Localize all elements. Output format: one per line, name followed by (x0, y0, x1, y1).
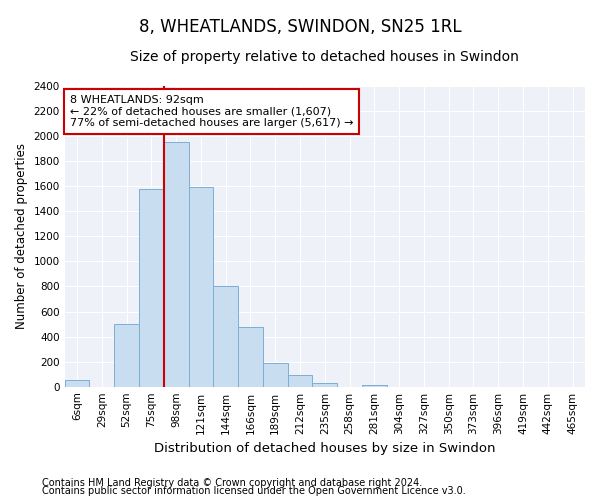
X-axis label: Distribution of detached houses by size in Swindon: Distribution of detached houses by size … (154, 442, 496, 455)
Bar (287, 376, 313, 386)
Bar (313, 383, 337, 386)
Text: Contains public sector information licensed under the Open Government Licence v3: Contains public sector information licen… (42, 486, 466, 496)
Text: 8, WHEATLANDS, SWINDON, SN25 1RL: 8, WHEATLANDS, SWINDON, SN25 1RL (139, 18, 461, 36)
Bar (188, 188, 214, 386)
Bar (164, 142, 188, 386)
Y-axis label: Number of detached properties: Number of detached properties (15, 144, 28, 330)
Bar (139, 188, 164, 386)
Text: 8 WHEATLANDS: 92sqm
← 22% of detached houses are smaller (1,607)
77% of semi-det: 8 WHEATLANDS: 92sqm ← 22% of detached ho… (70, 95, 353, 128)
Bar (214, 286, 238, 386)
Bar (238, 326, 263, 386)
Bar (114, 324, 139, 386)
Bar (65, 380, 89, 386)
Title: Size of property relative to detached houses in Swindon: Size of property relative to detached ho… (130, 50, 519, 64)
Bar (263, 363, 287, 386)
Text: Contains HM Land Registry data © Crown copyright and database right 2024.: Contains HM Land Registry data © Crown c… (42, 478, 422, 488)
